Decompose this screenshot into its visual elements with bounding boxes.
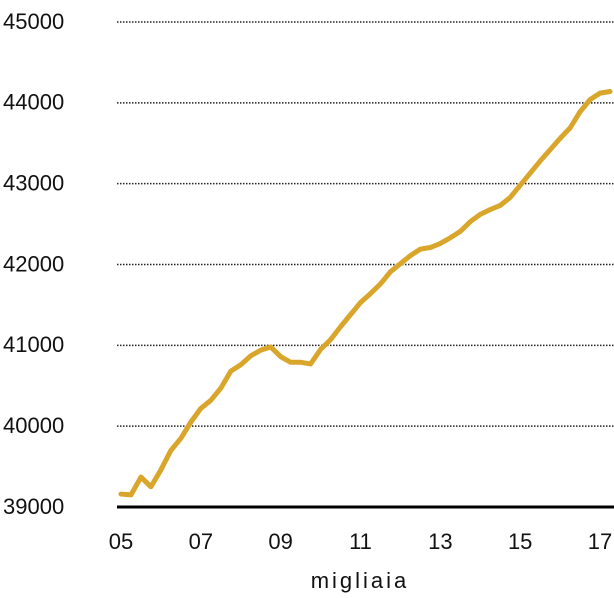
x-tick-label: 13: [428, 529, 452, 554]
x-tick-label: 15: [508, 529, 532, 554]
y-tick-label: 39000: [3, 494, 64, 519]
y-tick-label: 40000: [3, 413, 64, 438]
x-tick-label: 07: [189, 529, 213, 554]
y-tick-label: 43000: [3, 170, 64, 195]
x-tick-label: 17: [588, 529, 612, 554]
y-tick-label: 42000: [3, 251, 64, 276]
x-tick-label: 09: [268, 529, 292, 554]
x-axis-label: migliaia: [311, 568, 410, 593]
y-tick-label: 44000: [3, 90, 64, 115]
line: [118, 89, 613, 498]
y-tick-label: 41000: [3, 332, 64, 357]
y-tick-label: 45000: [3, 9, 64, 34]
x-tick-label: 11: [349, 529, 372, 554]
x-tick-label: 05: [109, 529, 133, 554]
